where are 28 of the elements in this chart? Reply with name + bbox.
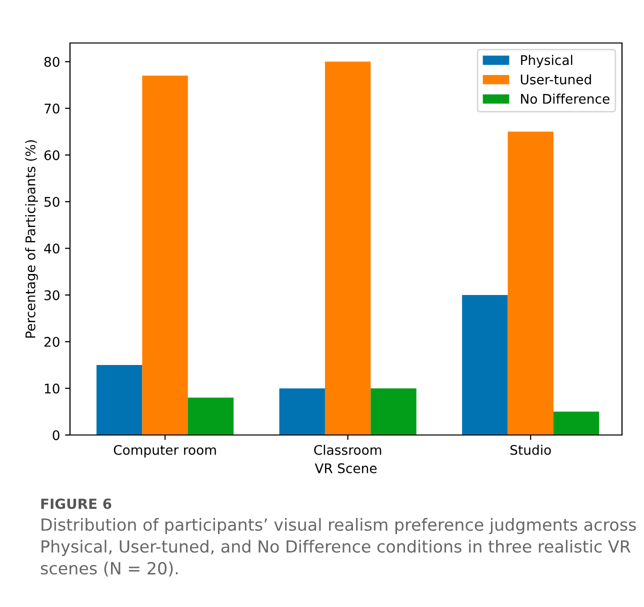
y-tick-label: 30 — [44, 290, 60, 300]
text: Distribution of participants’ visual realism preference judgments across Physical, User-tuned, and No Difference conditions in three realistic VR scenes (N = 20). — [40, 518, 636, 577]
x-tick-label: Studio — [510, 444, 551, 455]
bar — [508, 132, 554, 435]
bar — [188, 398, 234, 435]
y-tick-label: 60 — [44, 150, 60, 160]
bar — [324, 62, 371, 435]
y-tick-label: 40 — [44, 244, 60, 254]
bar — [142, 76, 188, 435]
x-tick-label: Computer room — [114, 444, 216, 458]
x-axis-title: VR Scene — [314, 463, 377, 474]
y-tick-label: 70 — [44, 104, 60, 114]
legend-label: Physical — [521, 54, 572, 68]
y-axis-title: Percentage of Participants (%) — [25, 140, 38, 338]
bar — [370, 388, 416, 435]
y-tick-label: 20 — [44, 336, 60, 347]
bar — [96, 365, 142, 435]
y-tick-label: 80 — [44, 56, 60, 67]
y-tick-label: 10 — [44, 384, 60, 394]
legend-label: User-tuned — [520, 74, 591, 84]
x-tick-label: Classroom — [314, 444, 382, 455]
bar — [279, 388, 325, 435]
caption: FIGURE 6 — [41, 498, 112, 510]
legend-label: No Difference — [521, 94, 610, 104]
bar — [553, 412, 600, 435]
y-tick-label: 0 — [52, 430, 60, 440]
bar — [462, 295, 508, 435]
y-tick-label: 50 — [44, 196, 60, 207]
